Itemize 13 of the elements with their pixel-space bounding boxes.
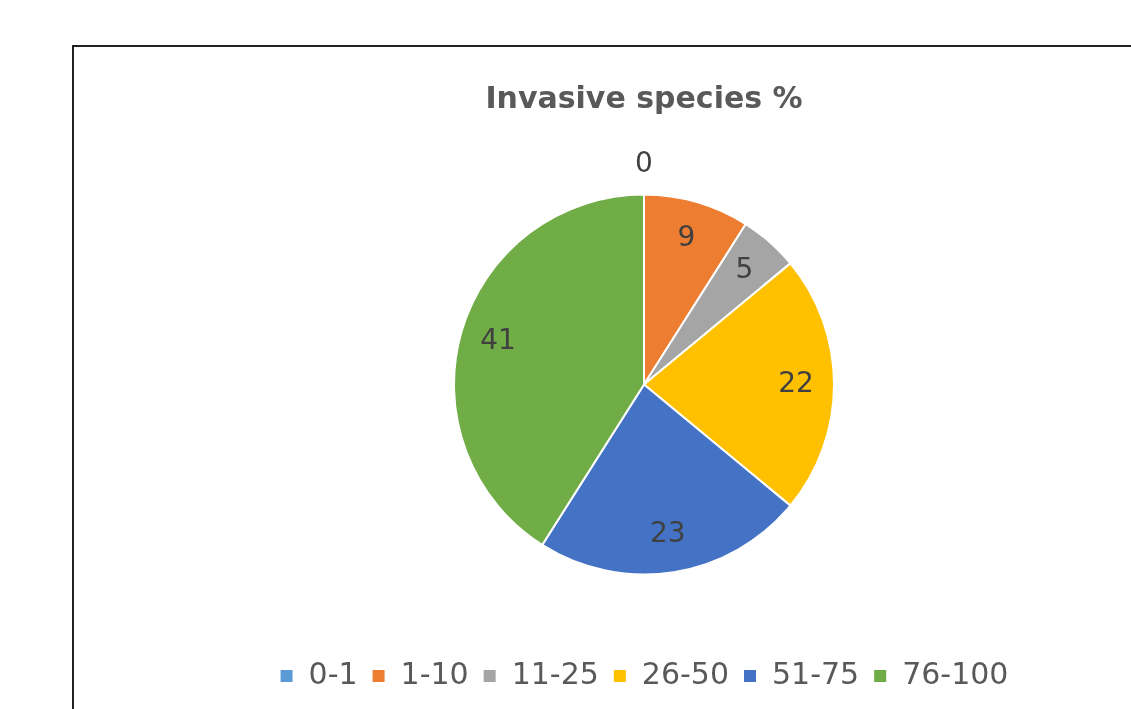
data-label: 22 bbox=[778, 365, 814, 399]
data-label: 23 bbox=[649, 515, 686, 549]
legend-label: 11-25 bbox=[511, 655, 599, 691]
data-label: 5 bbox=[735, 251, 754, 285]
data-label: 9 bbox=[677, 219, 696, 253]
legend-label: 0-1 bbox=[308, 655, 358, 691]
legend-label: 26-50 bbox=[641, 655, 730, 691]
legend-label: 51-75 bbox=[772, 655, 860, 691]
chart-title: Invasive species % bbox=[485, 79, 803, 115]
legend-label: 76-100 bbox=[902, 655, 1009, 691]
legend-label: 1-10 bbox=[400, 655, 469, 691]
text: 0 bbox=[635, 145, 653, 179]
data-label: 41 bbox=[480, 323, 516, 357]
